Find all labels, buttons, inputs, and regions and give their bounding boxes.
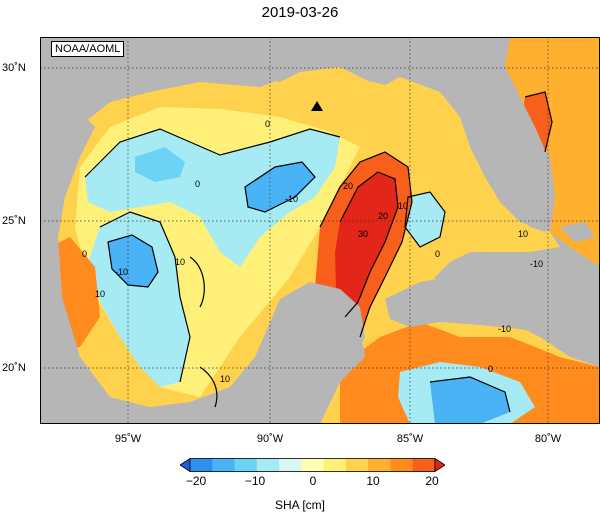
yucatan-peninsula — [255, 282, 365, 382]
colorbar-segment — [412, 458, 436, 472]
contour-label: 20 — [343, 181, 353, 191]
colorbar-tick: 0 — [309, 474, 317, 488]
cold-eddy-caribbean-core — [430, 377, 510, 424]
contour-label: 0 — [435, 249, 440, 259]
colorbar-tick: 20 — [425, 474, 439, 488]
cold-eddy-central-core — [245, 162, 315, 212]
cold-eddy-north-core — [135, 147, 185, 182]
sha-map: 0 0 -10 -10 10 20 30 20 10 0 10 -10 0 -1… — [40, 37, 600, 424]
contour-label: 0 — [265, 119, 270, 129]
colorbar-segment — [345, 458, 369, 472]
colorbar-segment — [368, 458, 391, 472]
credit-label: NOAA/AOML — [51, 41, 125, 57]
contour-label: -10 — [498, 324, 511, 334]
colorbar-segment — [390, 458, 414, 472]
atlantic-ocean — [505, 37, 600, 267]
contour-label: 30 — [358, 229, 368, 239]
contour-label: 0 — [82, 249, 87, 259]
colorbar-segment — [279, 458, 302, 472]
x-tick-label: 90˚W — [256, 433, 284, 445]
cold-eddy-west-core — [108, 235, 158, 287]
bahamas-island — [560, 222, 595, 242]
colorbar-tick: 10 — [366, 474, 380, 488]
cold-eddy-east — [405, 192, 445, 247]
contour-label-group: 0 0 -10 -10 10 20 30 20 10 0 10 -10 0 -1… — [82, 119, 543, 384]
contour-label: -10 — [285, 194, 298, 204]
contour-label: 0 — [195, 179, 200, 189]
colorbar-min-arrow — [180, 458, 191, 472]
colorbar-segment — [323, 458, 347, 472]
contour-label: 10 — [518, 229, 528, 239]
contour-label: 0 — [488, 364, 493, 374]
contour-label: 10 — [95, 289, 105, 299]
x-tick-label: 85˚W — [396, 433, 424, 445]
contour-label: 10 — [220, 374, 230, 384]
graticule — [40, 37, 600, 424]
colorbar-tick: −10 — [244, 474, 266, 488]
colorbar-tick: −20 — [185, 474, 207, 488]
contour-label: 10 — [398, 201, 408, 211]
x-tick-label: 95˚W — [114, 433, 142, 445]
colorbar-segment — [234, 458, 258, 472]
us-gulf-coast — [40, 37, 510, 132]
colorbar-label: SHA [cm] — [274, 498, 325, 512]
colorbar — [180, 458, 445, 472]
contour-label: 20 — [378, 211, 388, 221]
colorbar-segment — [212, 458, 235, 472]
map-title: 2019-03-26 — [261, 4, 339, 21]
y-tick-label: 30˚N — [2, 62, 26, 74]
contour-label: 10 — [175, 257, 185, 267]
y-tick-label: 25˚N — [2, 215, 26, 227]
colorbar-segment — [190, 458, 213, 472]
florida-peninsula — [460, 67, 552, 232]
contour-label: -10 — [115, 267, 128, 277]
loop-current-core — [335, 172, 398, 317]
contour-label: -10 — [530, 259, 543, 269]
hispaniola-edge — [585, 332, 600, 367]
colorbar-segment — [256, 458, 280, 472]
cuba — [385, 275, 580, 337]
y-tick-label: 20˚N — [2, 362, 26, 374]
colorbar-max-arrow — [434, 458, 445, 472]
colorbar-segment — [301, 458, 325, 472]
triangle-marker — [311, 101, 323, 111]
x-tick-label: 80˚W — [534, 433, 562, 445]
contour-lines — [84, 91, 553, 413]
